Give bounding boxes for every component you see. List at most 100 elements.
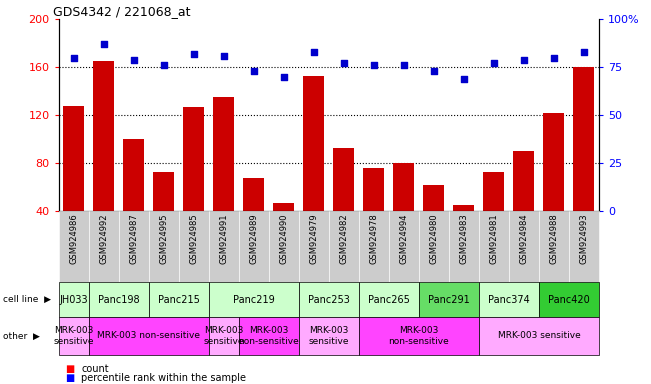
Text: MRK-003
sensitive: MRK-003 sensitive — [309, 326, 349, 346]
Text: Panc291: Panc291 — [428, 295, 470, 305]
Text: GSM924979: GSM924979 — [309, 214, 318, 264]
Bar — [479, 282, 539, 317]
Text: GSM924985: GSM924985 — [189, 214, 198, 264]
Bar — [539, 211, 569, 282]
Text: GSM924984: GSM924984 — [519, 214, 529, 264]
Bar — [479, 211, 509, 282]
Bar — [183, 107, 204, 259]
Bar — [243, 177, 264, 259]
Bar — [389, 211, 419, 282]
Text: Panc219: Panc219 — [233, 295, 275, 305]
Bar — [483, 172, 505, 259]
Bar — [299, 211, 329, 282]
Bar — [329, 211, 359, 282]
Text: MRK-003
non-sensitive: MRK-003 non-sensitive — [238, 326, 299, 346]
Text: Panc253: Panc253 — [308, 295, 350, 305]
Text: MRK-003
non-sensitive: MRK-003 non-sensitive — [389, 326, 449, 346]
Text: Panc198: Panc198 — [98, 295, 139, 305]
Text: GDS4342 / 221068_at: GDS4342 / 221068_at — [53, 5, 191, 18]
Bar — [539, 282, 599, 317]
Bar — [153, 172, 174, 259]
Text: GSM924982: GSM924982 — [339, 214, 348, 264]
Bar — [209, 317, 239, 355]
Text: GSM924989: GSM924989 — [249, 214, 258, 264]
Bar — [269, 211, 299, 282]
Bar — [479, 317, 599, 355]
Point — [128, 56, 139, 63]
Bar — [239, 317, 299, 355]
Bar — [299, 282, 359, 317]
Bar — [393, 163, 414, 259]
Bar — [63, 106, 84, 259]
Bar — [89, 211, 118, 282]
Point — [458, 76, 469, 82]
Bar — [359, 317, 479, 355]
Point — [579, 49, 589, 55]
Text: GSM924978: GSM924978 — [369, 214, 378, 264]
Text: Panc265: Panc265 — [368, 295, 409, 305]
Bar — [59, 282, 89, 317]
Text: GSM924987: GSM924987 — [129, 214, 138, 264]
Point — [219, 53, 229, 59]
Bar — [569, 211, 599, 282]
Bar — [93, 61, 114, 259]
Bar — [59, 317, 89, 355]
Bar — [273, 203, 294, 259]
Bar — [359, 211, 389, 282]
Bar — [89, 282, 148, 317]
Text: JH033: JH033 — [59, 295, 88, 305]
Text: MRK-003 non-sensitive: MRK-003 non-sensitive — [97, 331, 200, 341]
Text: GSM924988: GSM924988 — [549, 214, 559, 264]
Text: cell line  ▶: cell line ▶ — [3, 295, 51, 304]
Bar — [299, 317, 359, 355]
Text: count: count — [81, 364, 109, 374]
Bar — [423, 185, 445, 259]
Bar — [453, 205, 475, 259]
Bar — [148, 282, 209, 317]
Point — [428, 68, 439, 74]
Point — [339, 60, 349, 66]
Bar — [89, 317, 209, 355]
Bar — [509, 211, 539, 282]
Bar — [544, 113, 564, 259]
Point — [189, 51, 199, 57]
Bar — [574, 67, 594, 259]
Text: GSM924994: GSM924994 — [399, 214, 408, 264]
Text: GSM924983: GSM924983 — [460, 214, 468, 264]
Point — [368, 62, 379, 68]
Bar — [333, 147, 354, 259]
Bar — [514, 151, 534, 259]
Text: GSM924986: GSM924986 — [69, 214, 78, 264]
Bar — [449, 211, 479, 282]
Point — [249, 68, 259, 74]
Text: GSM924995: GSM924995 — [159, 214, 168, 264]
Bar — [209, 211, 239, 282]
Bar — [213, 97, 234, 259]
Point — [519, 56, 529, 63]
Bar — [363, 168, 384, 259]
Point — [98, 41, 109, 47]
Bar — [123, 139, 144, 259]
Point — [279, 74, 289, 80]
Text: percentile rank within the sample: percentile rank within the sample — [81, 373, 246, 383]
Text: MRK-003
sensitive: MRK-003 sensitive — [204, 326, 244, 346]
Bar — [209, 282, 299, 317]
Point — [158, 62, 169, 68]
Bar — [118, 211, 148, 282]
Point — [68, 55, 79, 61]
Text: GSM924980: GSM924980 — [429, 214, 438, 264]
Bar — [148, 211, 178, 282]
Bar — [59, 211, 89, 282]
Point — [549, 55, 559, 61]
Text: Panc374: Panc374 — [488, 295, 530, 305]
Text: GSM924992: GSM924992 — [99, 214, 108, 264]
Point — [489, 60, 499, 66]
Text: MRK-003 sensitive: MRK-003 sensitive — [497, 331, 580, 341]
Point — [309, 49, 319, 55]
Bar — [359, 282, 419, 317]
Bar — [239, 211, 269, 282]
Text: GSM924990: GSM924990 — [279, 214, 288, 264]
Text: GSM924991: GSM924991 — [219, 214, 229, 264]
Bar — [419, 282, 479, 317]
Text: ■: ■ — [65, 373, 74, 383]
